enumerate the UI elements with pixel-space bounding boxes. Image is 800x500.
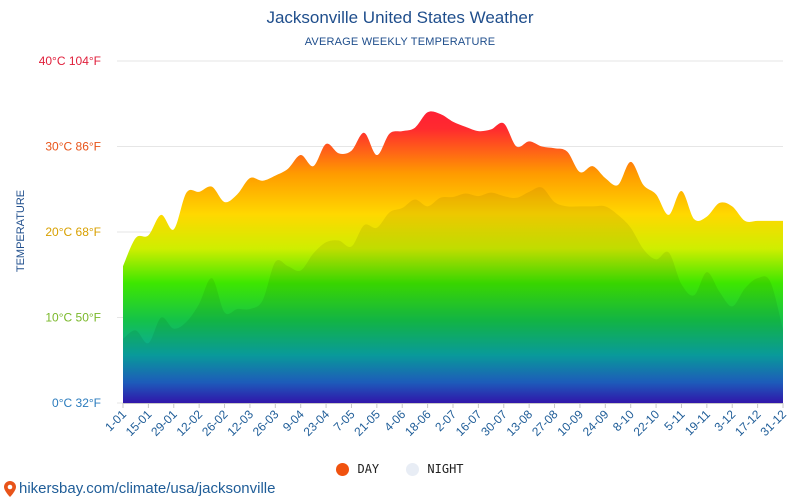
legend: DAY NIGHT — [0, 462, 800, 479]
x-tick-label: 29-01 — [148, 407, 180, 439]
location-pin-icon — [4, 480, 16, 497]
source-link[interactable]: hikersbay.com/climate/usa/jacksonville — [4, 480, 276, 497]
x-tick-label: 16-07 — [453, 407, 485, 439]
x-tick-label: 23-04 — [301, 407, 333, 439]
legend-day-swatch — [336, 462, 350, 476]
x-tick-label: 17-12 — [732, 407, 764, 439]
y-axis-ticks: 0°C 32°F 10°C 50°F 20°C 68°F 30°C 86°F 40°C … — [39, 54, 101, 410]
chart-title: Jacksonville United States Weather — [266, 8, 534, 27]
x-tick-label: 21-05 — [351, 407, 383, 439]
y-tick-label: 0°C 32°F — [52, 396, 101, 410]
x-tick-label: 24-09 — [580, 407, 612, 439]
x-tick-label: 12-03 — [224, 407, 256, 439]
x-tick-label: 31-12 — [758, 407, 790, 439]
legend-day-label: DAY — [357, 462, 380, 476]
series-night-area — [123, 187, 783, 403]
y-tick-label: 40°C 104°F — [39, 54, 101, 68]
chart-subtitle: AVERAGE WEEKLY TEMPERATURE — [304, 36, 496, 48]
plot-areas — [123, 111, 783, 404]
legend-item-night[interactable]: NIGHT — [406, 462, 464, 476]
x-axis-ticks: 1-0115-0129-0112-0226-0212-0326-039-0423… — [102, 403, 789, 439]
x-tick-label: 18-06 — [402, 407, 434, 439]
x-tick-label: 10-09 — [554, 407, 586, 439]
legend-item-day[interactable]: DAY — [336, 462, 379, 476]
y-tick-label: 10°C 50°F — [45, 311, 101, 325]
x-tick-label: 26-03 — [250, 407, 282, 439]
series-night-shade — [123, 187, 783, 403]
y-tick-label: 30°C 86°F — [45, 140, 101, 154]
x-tick-label: 19-11 — [682, 407, 713, 438]
y-axis-label: TEMPERATURE — [15, 189, 27, 273]
x-tick-label: 27-08 — [529, 407, 561, 439]
y-tick-label: 20°C 68°F — [45, 225, 101, 239]
x-tick-label: 26-02 — [199, 407, 231, 439]
x-tick-label: 22-10 — [631, 407, 663, 439]
x-tick-label: 30-07 — [478, 407, 510, 439]
legend-night-swatch — [406, 462, 420, 476]
x-tick-label: 12-02 — [174, 407, 206, 439]
legend-night-label: NIGHT — [427, 462, 464, 476]
source-url: hikersbay.com/climate/usa/jacksonville — [19, 480, 276, 497]
x-tick-label: 15-01 — [123, 407, 155, 439]
x-tick-label: 13-08 — [504, 407, 536, 439]
